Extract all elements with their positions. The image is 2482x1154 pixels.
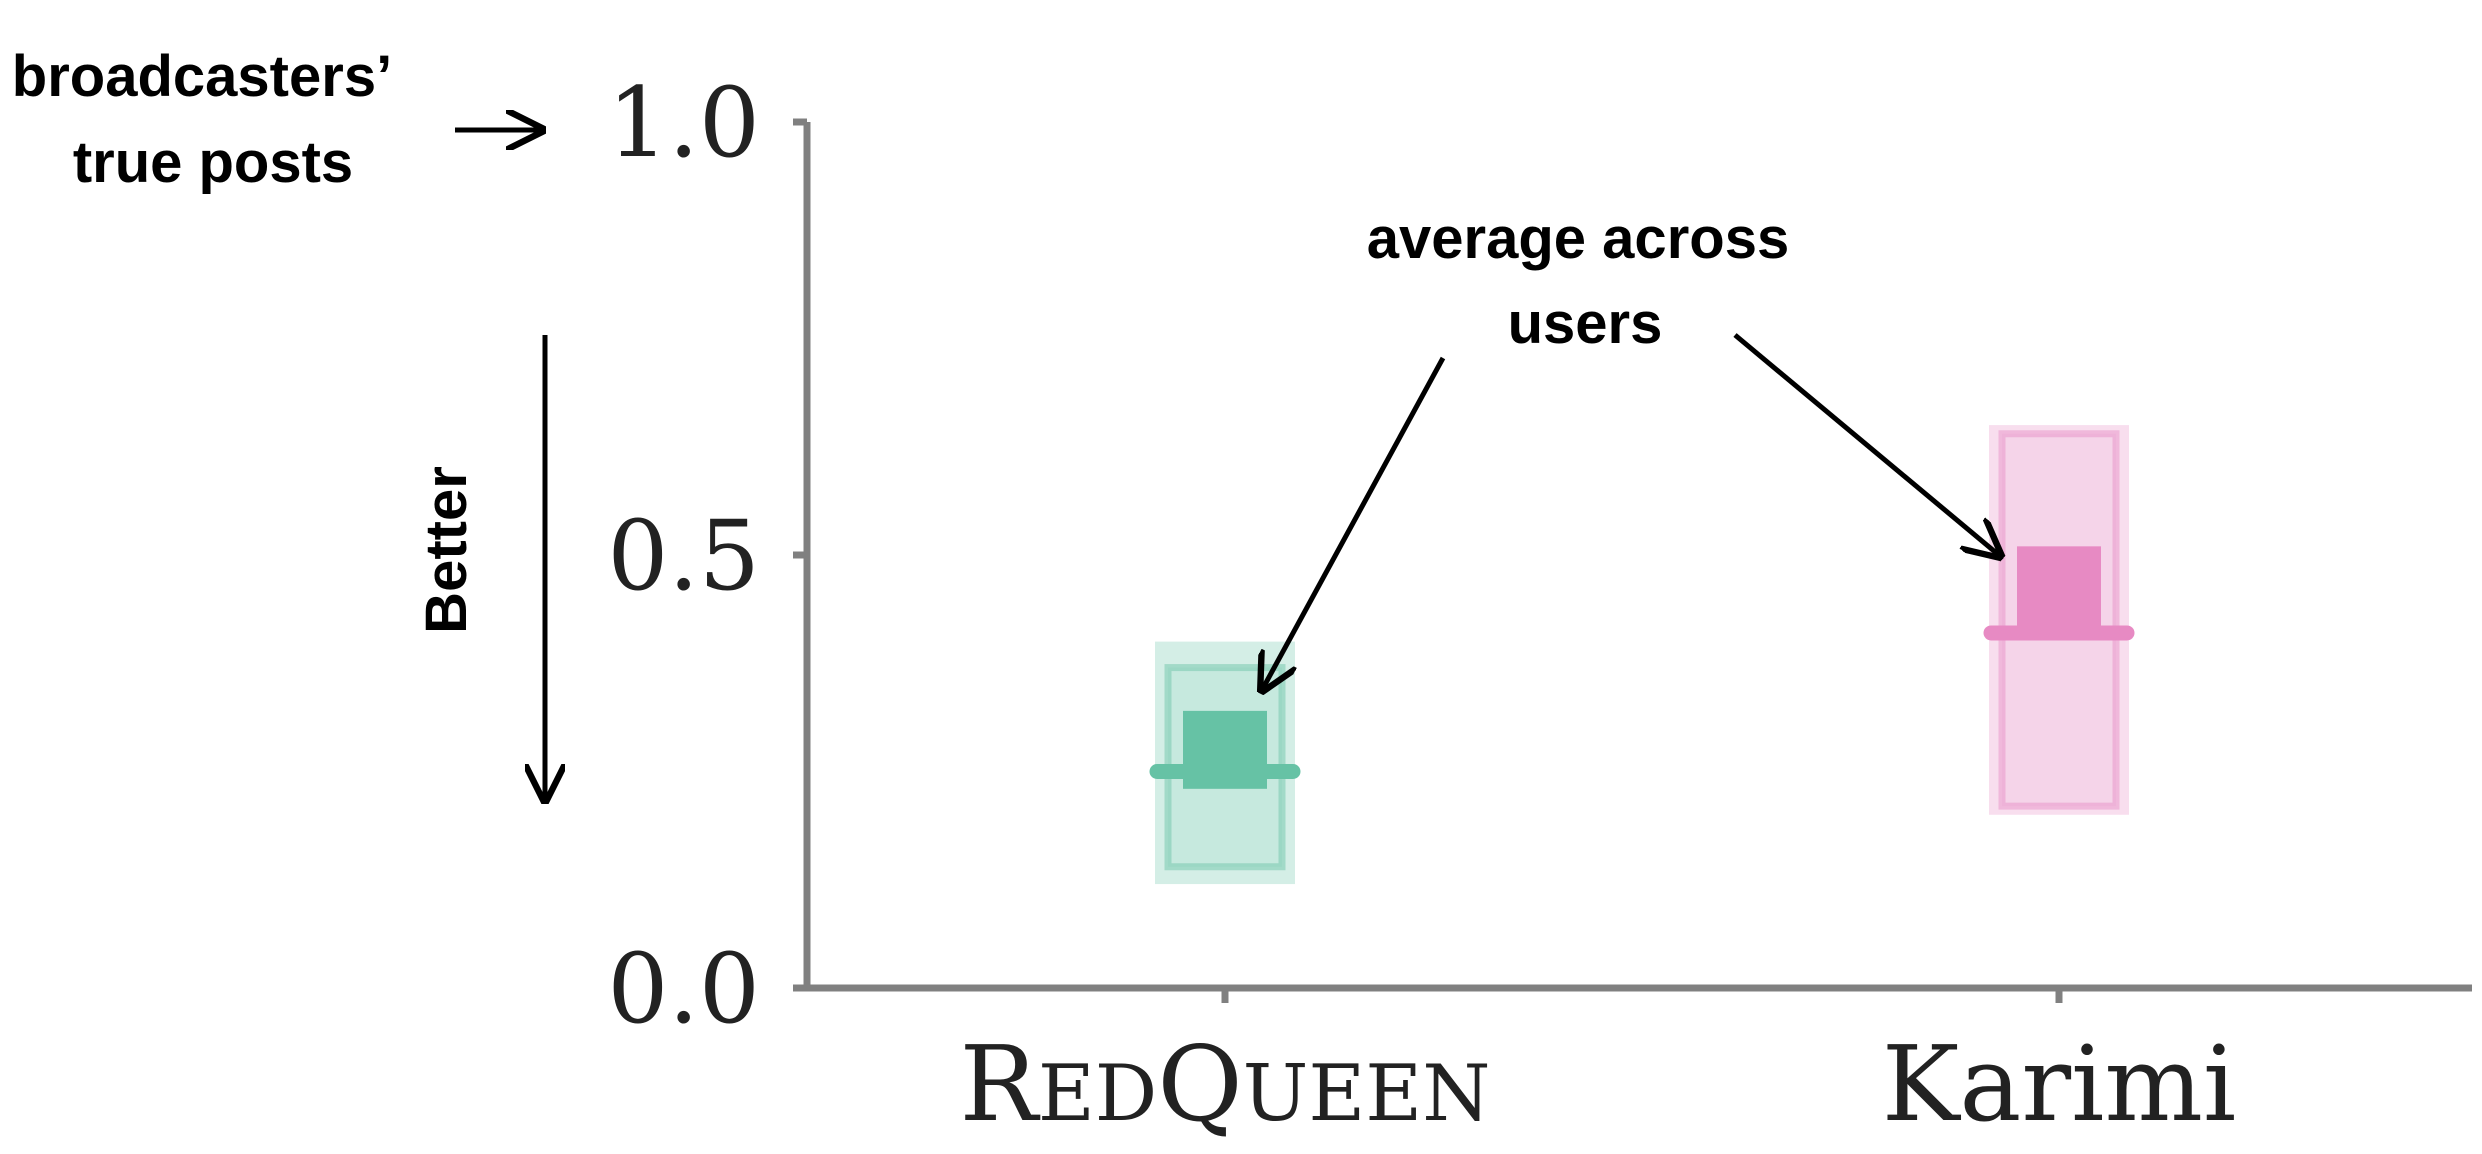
broadcasters-label-line2: true posts (73, 130, 353, 195)
box-karimi (1983, 425, 2135, 815)
x-axis-ticks: REDQUEEN Karimi (960, 988, 2237, 1145)
y-axis-ticks: 0.0 0.5 1.0 (607, 67, 807, 1045)
average-arrow-karimi (1733, 333, 2000, 556)
better-label: Better (414, 466, 479, 634)
average-label-line2: users (1508, 291, 1663, 356)
x-tick-label-redqueen: REDQUEEN (960, 1023, 1491, 1145)
y-tick-label: 0.5 (607, 500, 760, 612)
average-label-line1: average across (1367, 206, 1789, 271)
x-tick-label-karimi: Karimi (1882, 1023, 2237, 1145)
y-tick-label: 0.0 (607, 933, 760, 1045)
plot-area (1149, 425, 2135, 885)
average-arrow-redqueen (1262, 356, 1446, 690)
mean-block (2017, 546, 2101, 633)
broadcasters-label-line1: broadcasters’ (12, 44, 392, 109)
y-tick-label: 1.0 (607, 67, 760, 179)
box-redqueen (1149, 641, 1301, 885)
